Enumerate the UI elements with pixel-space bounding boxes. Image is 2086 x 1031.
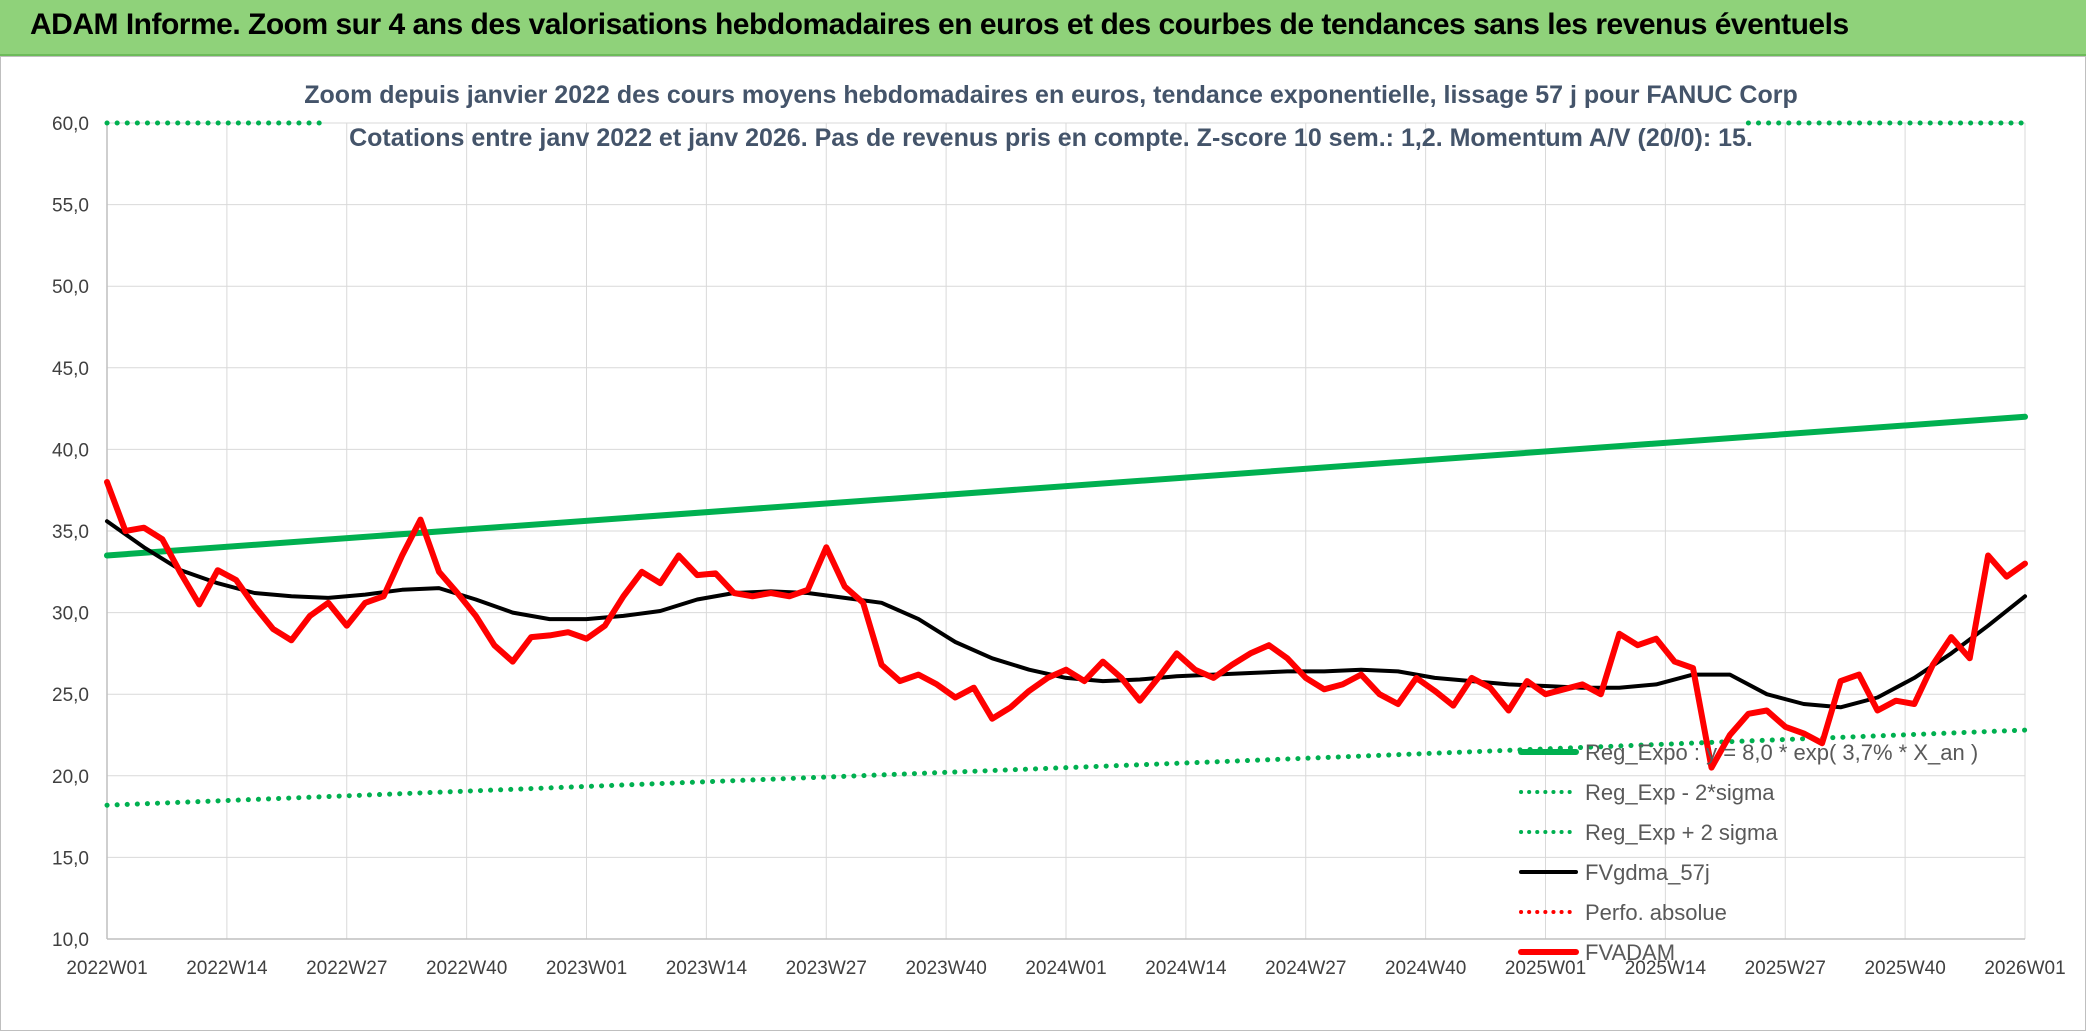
- x-axis-ticks: 2022W01 2022W14 2022W27 2022W40 2023W01 2023W…: [66, 958, 2065, 979]
- x-tick-label: 2024W40: [1385, 958, 1466, 979]
- y-tick-label: 45,0: [52, 359, 89, 380]
- y-tick-label: 25,0: [52, 685, 89, 706]
- legend-label-fvgdma-57j: FVgdma_57j: [1585, 860, 1710, 885]
- series-fvgdma-57j: [105, 519, 2027, 710]
- y-tick-label: 35,0: [52, 522, 89, 543]
- chart-subtitle: Cotations entre janv 2022 et janv 2026. …: [349, 124, 1753, 152]
- y-tick-label: 50,0: [52, 277, 89, 298]
- y-tick-label: 20,0: [52, 767, 89, 788]
- legend-label-fvadam: FVADAM: [1585, 940, 1675, 965]
- report-banner: ADAM Informe. Zoom sur 4 ans des valoris…: [0, 0, 2086, 56]
- y-tick-label: 55,0: [52, 196, 89, 217]
- y-tick-label: 60,0: [52, 114, 89, 135]
- y-axis-ticks: 60,0 55,0 50,0 45,0 40,0 35,0 30,0 25,0 20,0 15,0…: [52, 114, 89, 951]
- x-tick-label: 2024W27: [1265, 958, 1346, 979]
- y-tick-label: 10,0: [52, 930, 89, 951]
- x-tick-label: 2025W40: [1864, 958, 1945, 979]
- x-tick-label: 2023W14: [666, 958, 748, 979]
- x-tick-label: 2023W27: [786, 958, 867, 979]
- legend-label-perfo-absolue: Perfo. absolue: [1585, 900, 1727, 925]
- x-tick-label: 2022W14: [186, 958, 268, 979]
- x-tick-label: 2022W01: [66, 958, 147, 979]
- x-tick-label: 2022W40: [426, 958, 507, 979]
- chart-legend: Reg_Expo : y = 8,0 * exp( 3,7% * X_an ) R…: [1518, 740, 1978, 965]
- x-tick-label: 2023W40: [905, 958, 986, 979]
- x-tick-label: 2025W01: [1505, 958, 1586, 979]
- x-tick-label: 2025W14: [1625, 958, 1707, 979]
- y-tick-label: 40,0: [52, 440, 89, 461]
- legend-label-reg-expo-y-8-0-exp-3-7-x-an: Reg_Expo : y = 8,0 * exp( 3,7% * X_an ): [1585, 740, 1978, 765]
- line-chart: 60,0 55,0 50,0 45,0 40,0 35,0 30,0 25,0 20,0 15,0…: [52, 81, 2066, 979]
- legend-label-reg-exp-2-sigma: Reg_Exp - 2*sigma: [1585, 780, 1775, 805]
- chart-title: Zoom depuis janvier 2022 des cours moyen…: [304, 81, 1798, 109]
- x-tick-label: 2026W01: [1984, 958, 2065, 979]
- chart-grid: [106, 122, 2026, 940]
- legend-label-reg-exp-2-sigma: Reg_Exp + 2 sigma: [1585, 820, 1778, 845]
- series-fvadam: [104, 479, 2028, 771]
- y-tick-label: 15,0: [52, 848, 89, 869]
- x-tick-label: 2023W01: [546, 958, 627, 979]
- series-reg-exp-2-sigma: [104, 727, 2028, 808]
- report-title: ADAM Informe. Zoom sur 4 ans des valoris…: [30, 8, 1849, 41]
- x-tick-label: 2022W27: [306, 958, 387, 979]
- y-tick-label: 30,0: [52, 604, 89, 625]
- x-tick-label: 2024W01: [1025, 958, 1106, 979]
- series-layer: [104, 120, 2028, 808]
- chart-frame: 60,0 55,0 50,0 45,0 40,0 35,0 30,0 25,0 20,0 15,0…: [0, 56, 2086, 1031]
- x-tick-label: 2025W27: [1745, 958, 1826, 979]
- x-tick-label: 2024W14: [1145, 958, 1227, 979]
